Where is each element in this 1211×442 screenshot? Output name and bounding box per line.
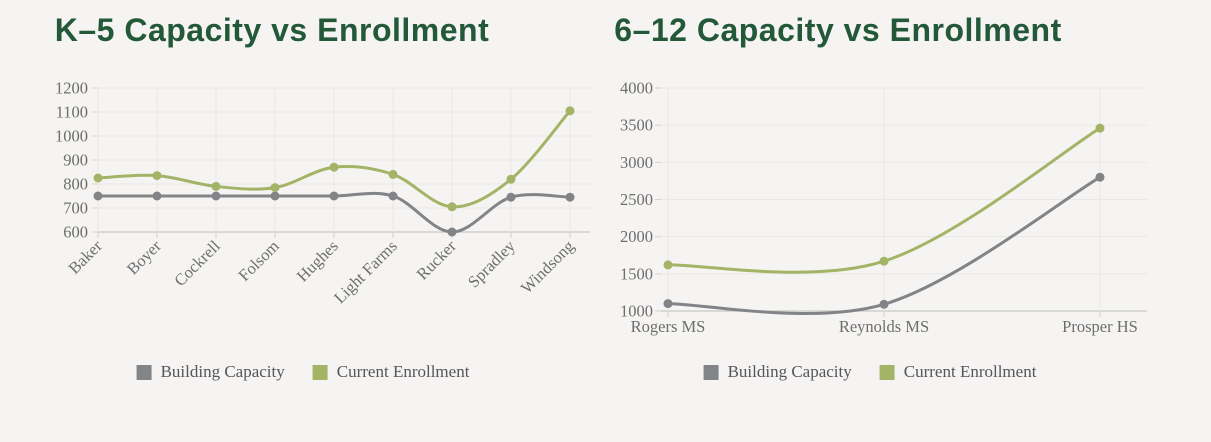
y-axis-tick-label: 2500 bbox=[620, 190, 653, 209]
data-point-building-capacity[interactable] bbox=[270, 191, 280, 201]
y-axis-tick-label: 1000 bbox=[620, 302, 653, 321]
data-point-current-enrollment[interactable] bbox=[211, 181, 221, 191]
x-axis-category-label: Spradley bbox=[464, 236, 519, 291]
data-point-building-capacity[interactable] bbox=[663, 299, 673, 309]
x-axis-category-label: Boyer bbox=[123, 236, 165, 278]
data-point-current-enrollment[interactable] bbox=[506, 174, 516, 184]
data-point-building-capacity[interactable] bbox=[879, 299, 889, 309]
x-axis-category-label: Baker bbox=[65, 236, 107, 278]
data-point-building-capacity[interactable] bbox=[152, 191, 162, 201]
chart-k-5-capacity-vs-enrollment: 600 700 800 900 1000 1100 1200 Baker Boyer Cockre… bbox=[55, 79, 590, 307]
y-axis-tick-label: 3000 bbox=[620, 153, 653, 172]
data-point-building-capacity[interactable] bbox=[388, 191, 398, 201]
y-axis-tick-label: 900 bbox=[63, 151, 88, 170]
y-axis-tick-label: 3500 bbox=[620, 116, 653, 135]
data-point-current-enrollment[interactable] bbox=[329, 162, 339, 172]
building-capacity-swatch-icon bbox=[703, 364, 719, 380]
x-axis-category-label: Hughes bbox=[293, 236, 342, 285]
legend-item-current-enrollment[interactable]: Current Enrollment bbox=[312, 362, 470, 382]
k5-chart-title: K–5 Capacity vs Enrollment bbox=[54, 12, 490, 48]
y-axis-tick-label: 700 bbox=[63, 199, 88, 218]
data-point-building-capacity[interactable] bbox=[329, 191, 339, 201]
6-12-chart-title: 6–12 Capacity vs Enrollment bbox=[614, 12, 1062, 48]
legend-item-building-capacity[interactable]: Building Capacity bbox=[136, 362, 285, 382]
y-axis-tick-label: 1200 bbox=[55, 79, 88, 98]
data-point-current-enrollment[interactable] bbox=[447, 202, 457, 212]
x-axis-category-label: Rogers MS bbox=[631, 317, 706, 336]
y-axis-tick-label: 1100 bbox=[56, 103, 88, 122]
data-point-building-capacity[interactable] bbox=[211, 191, 221, 201]
data-point-building-capacity[interactable] bbox=[1095, 172, 1105, 182]
x-axis-category-label: Prosper HS bbox=[1062, 317, 1138, 336]
6-12-legend: Building Capacity Current Enrollment bbox=[703, 362, 1037, 382]
x-axis-category-label: Light Farms bbox=[330, 236, 401, 307]
y-axis-tick-label: 1000 bbox=[55, 127, 88, 146]
current-enrollment-swatch-icon bbox=[879, 364, 895, 380]
data-point-building-capacity[interactable] bbox=[565, 192, 575, 202]
data-point-current-enrollment[interactable] bbox=[152, 171, 162, 181]
data-point-building-capacity[interactable] bbox=[93, 191, 103, 201]
x-axis-category-label: Reynolds MS bbox=[839, 317, 929, 336]
data-point-current-enrollment[interactable] bbox=[663, 260, 673, 270]
x-axis-category-label: Rucker bbox=[413, 236, 460, 283]
building-capacity-swatch-icon bbox=[136, 364, 152, 380]
y-axis-tick-label: 800 bbox=[63, 175, 88, 194]
data-point-current-enrollment[interactable] bbox=[879, 256, 889, 266]
data-point-current-enrollment[interactable] bbox=[1095, 123, 1105, 133]
data-point-current-enrollment[interactable] bbox=[93, 173, 103, 183]
data-point-building-capacity[interactable] bbox=[447, 227, 457, 237]
legend-label-current-enrollment: Current Enrollment bbox=[903, 362, 1037, 381]
legend-label-building-capacity: Building Capacity bbox=[160, 362, 285, 381]
data-point-current-enrollment[interactable] bbox=[565, 106, 575, 116]
x-axis-category-label: Cockrell bbox=[170, 236, 224, 290]
current-enrollment-swatch-icon bbox=[312, 364, 328, 380]
y-axis-tick-label: 4000 bbox=[620, 79, 653, 98]
x-axis-category-label: Windsong bbox=[517, 236, 578, 297]
chart-6-12-capacity-vs-enrollment: 1000 1500 2000 2500 3000 3500 4000 Rogers MS Rey… bbox=[620, 79, 1147, 336]
data-point-building-capacity[interactable] bbox=[506, 192, 516, 202]
legend-item-current-enrollment[interactable]: Current Enrollment bbox=[879, 362, 1037, 382]
legend-label-current-enrollment: Current Enrollment bbox=[336, 362, 470, 381]
legend-label-building-capacity: Building Capacity bbox=[727, 362, 852, 381]
y-axis-tick-label: 2000 bbox=[620, 227, 653, 246]
k5-legend: Building Capacity Current Enrollment bbox=[136, 362, 470, 382]
y-axis-tick-label: 1500 bbox=[620, 264, 653, 283]
data-point-current-enrollment[interactable] bbox=[388, 169, 398, 179]
x-axis-category-label: Folsom bbox=[234, 236, 283, 285]
legend-item-building-capacity[interactable]: Building Capacity bbox=[703, 362, 852, 382]
y-axis-tick-label: 600 bbox=[63, 223, 88, 242]
data-point-current-enrollment[interactable] bbox=[270, 183, 280, 193]
